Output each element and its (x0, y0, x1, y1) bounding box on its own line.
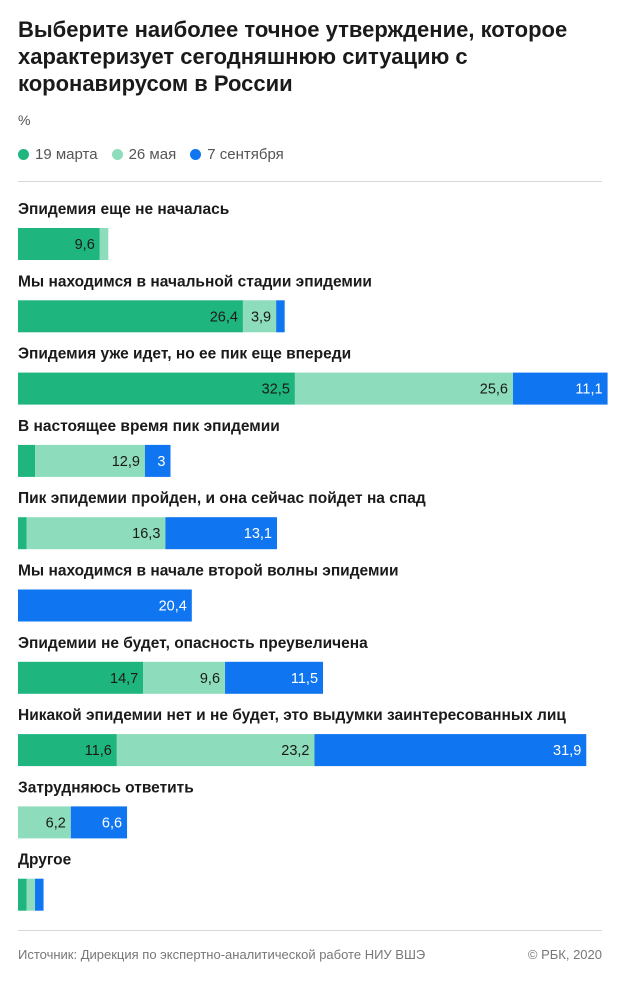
legend-label: 19 марта (35, 146, 98, 163)
legend-swatch (111, 149, 123, 160)
category-label: Эпидемия еще не началась (18, 201, 229, 218)
bar-segment (99, 228, 109, 260)
bar-segment (225, 661, 324, 694)
legend-item-7-september: 7 сентября (190, 146, 284, 163)
data-label: 6,2 (46, 815, 66, 831)
data-label: 11,5 (291, 671, 318, 687)
bar-segment (116, 734, 315, 767)
bar-segment (18, 661, 144, 694)
data-label: 11,1 (575, 382, 602, 398)
bar-segment (18, 878, 27, 911)
data-label: 9,6 (200, 671, 220, 687)
bar-segment (26, 517, 166, 550)
category-label: Эпидемия уже идет, но ее пик еще впереди (18, 346, 351, 363)
bar-segment (18, 444, 36, 477)
category-label: Другое (18, 852, 72, 869)
source-note: Источник: Дирекция по экспертно-аналитич… (18, 947, 426, 962)
bar-segment (242, 300, 277, 333)
data-label: 16,3 (132, 526, 160, 542)
data-label: 6,6 (102, 815, 122, 831)
bar-segment (18, 372, 295, 405)
bar-segment (143, 661, 226, 694)
bar-segment (18, 228, 100, 260)
bar-segment (294, 372, 514, 405)
data-label: 31,9 (553, 743, 581, 759)
copyright: © РБК, 2020 (527, 947, 602, 962)
bar-segment (70, 806, 128, 839)
data-label: 13,1 (244, 526, 272, 542)
category-label: Затрудняюсь ответить (18, 779, 194, 796)
legend-item-19-march: 19 марта (18, 146, 98, 163)
bar-segment (18, 517, 27, 550)
bar-segment (35, 444, 145, 477)
data-label: 12,9 (112, 454, 140, 470)
bar-segment (276, 300, 285, 333)
data-label: 3,9 (251, 309, 271, 325)
legend-item-26-may: 26 мая (111, 146, 177, 163)
data-label: 23,2 (281, 743, 309, 759)
bar-segment (513, 372, 608, 405)
data-label: 3 (157, 454, 165, 470)
category-label: Мы находимся в начале второй волны эпиде… (18, 563, 399, 580)
legend-label: 26 мая (128, 146, 177, 163)
category-label: Эпидемии не будет, опасность преувеличен… (18, 635, 368, 652)
category-label: Никакой эпидемии нет и не будет, это выд… (18, 707, 566, 724)
bar-segment (35, 878, 44, 911)
data-label: 25,6 (480, 382, 508, 398)
legend-label: 7 сентября (207, 146, 284, 163)
data-label: 9,6 (75, 237, 95, 253)
top-divider (18, 181, 602, 182)
category-label: В настоящее время пик эпидемии (18, 418, 280, 435)
data-label: 11,6 (85, 743, 112, 759)
legend-swatch (18, 149, 29, 160)
data-label: 26,4 (210, 309, 238, 325)
data-label: 32,5 (262, 382, 290, 398)
legend: 19 марта 26 мая 7 сентября (18, 146, 284, 163)
bar-segment (314, 734, 587, 767)
data-label: 14,7 (110, 671, 138, 687)
chart-title: Выберите наиболее точное утверждение, ко… (18, 17, 568, 96)
bar-segment (18, 806, 71, 839)
category-label: Пик эпидемии пройден, и она сейчас пойде… (18, 490, 426, 507)
legend-swatch (190, 149, 202, 160)
unit-label: % (18, 112, 31, 128)
bar-segment (165, 517, 278, 550)
bar-segment (18, 589, 192, 622)
bar-segment (26, 878, 36, 911)
bar-segment (18, 734, 117, 767)
footer: Источник: Дирекция по экспертно-аналитич… (18, 947, 602, 962)
bar-segment (18, 300, 243, 333)
bottom-divider (18, 930, 602, 931)
category-label: Мы находимся в начальной стадии эпидемии (18, 273, 372, 290)
bar-segment (144, 444, 171, 477)
data-label: 20,4 (159, 599, 187, 615)
